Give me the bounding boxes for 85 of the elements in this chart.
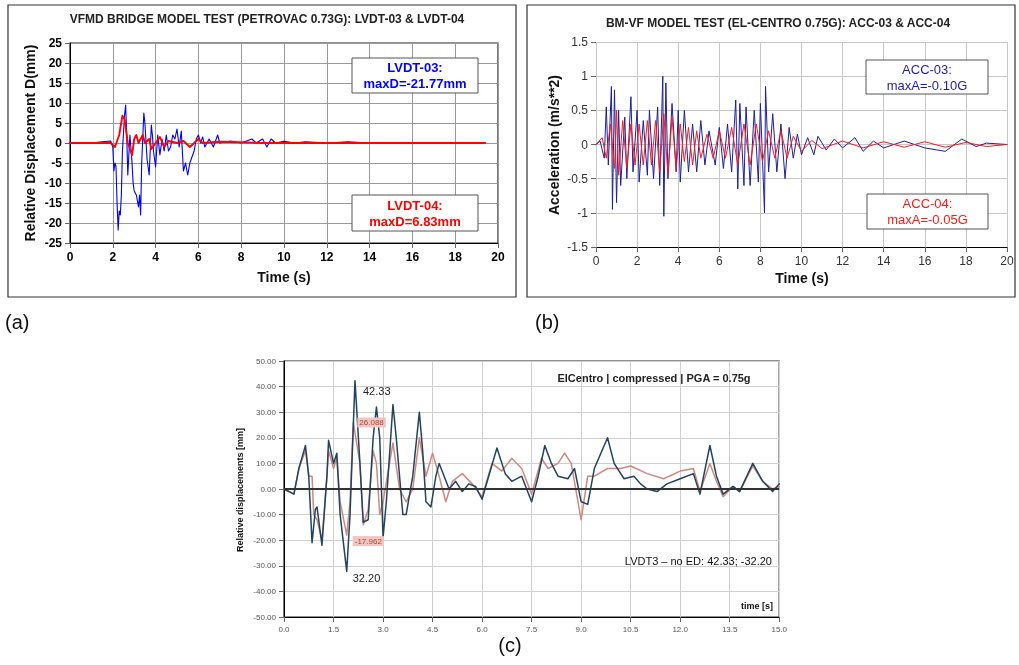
x-tick-label: 9.0 [575,624,588,634]
x-tick-label: 1.5 [327,624,340,634]
x-tick-label: 6.0 [476,624,489,634]
y-tick-label: 50.00 [255,356,277,366]
y-axis-title: Relative Displacement D(mm) [22,44,38,242]
text: (c) [498,634,522,656]
line-series [69,114,487,156]
x-tick-label: 2 [633,254,641,268]
line-series [595,109,1008,176]
y-tick-label: -20 [44,216,63,230]
chart-title: BM-VF MODEL TEST (EL-CENTRO 0.75G): ACC-03 & ACC-04 [605,16,951,30]
x-tick-label: 18 [448,250,463,264]
text: (b) [535,311,560,333]
x-tick-label: 4.5 [427,624,439,634]
x-tick-label: 4 [674,254,682,268]
x-tick-label: 14 [362,250,377,264]
annotation: LVDT-03: maxD=-21.77mm [363,60,467,91]
x-tick-label: 10.5 [622,624,639,634]
x-tick-label: 18 [959,254,973,268]
y-tick-label: -10 [44,176,63,190]
y-tick-label: 1.5 [571,35,589,49]
y-tick-label: 0 [581,137,589,152]
y-tick-label: -40.00 [253,586,277,596]
annotation: -17.962 [354,536,383,546]
x-tick-label: 10 [794,254,809,268]
x-tick-label: 0.0 [278,624,291,634]
y-axis-title: Relative displacements [mm] [235,427,245,553]
y-tick-label: 1 [581,69,589,84]
x-tick-label: 0 [66,250,74,264]
y-tick-label: -1.5 [567,240,589,254]
y-tick-label: -5 [51,156,63,170]
x-tick-label: 15.0 [771,624,788,634]
y-tick-label: 25 [48,36,63,50]
annotation: ACC-03: maxA=-0.10G [886,61,968,93]
annotation: 42.33 [362,384,391,397]
y-axis-title: Acceleration (m/s**2) [546,74,562,216]
y-tick-label: 10.00 [255,458,277,468]
y-tick-label: 5 [55,116,63,130]
x-tick-label: 6 [195,250,203,264]
y-tick-label: 40.00 [255,382,277,392]
text: ElCentro | compressed | PGA = 0.75g [557,371,751,384]
x-tick-label: 3.0 [377,624,390,634]
x-tick-label: 12 [320,250,334,264]
x-tick-label: 0 [592,254,600,268]
x-axis-title: Time (s) [257,269,311,285]
y-tick-label: -20.00 [253,535,277,545]
y-tick-label: 20 [48,56,63,70]
y-tick-label: -10.00 [253,510,277,520]
x-tick-label: 8 [237,250,245,264]
chart-title: VFMD BRIDGE MODEL TEST (PETROVAC 0.73G): LVDT-03 & LVDT-04 [69,12,465,26]
y-tick-label: -15 [44,196,63,210]
x-tick-label: 12 [835,254,850,268]
x-tick-label: 7.5 [526,624,538,634]
y-tick-label: 0.5 [571,103,589,118]
x-tick-label: 12.0 [672,624,689,634]
x-axis-title: Time (s) [775,270,829,286]
y-tick-label: 20.00 [255,433,277,443]
annotation: 26.088 [359,417,385,427]
y-tick-label: 0 [55,136,63,150]
x-tick-label: 16 [918,254,932,268]
y-tick-label: -25 [44,236,63,250]
x-tick-label: 13.5 [721,624,739,634]
x-tick-label: 20 [491,250,505,264]
x-tick-label: 6 [715,254,723,268]
annotation: LVDT-04: maxD=6.83mm [369,197,461,229]
x-tick-label: 16 [405,250,420,264]
x-axis-title: time [s] [740,601,773,611]
y-tick-label: 30.00 [255,407,277,417]
x-tick-label: 4 [152,250,160,264]
x-tick-label: 8 [757,254,765,268]
y-tick-label: -50.00 [253,612,277,622]
y-tick-label: 0.00 [260,484,277,494]
y-tick-label: -0.5 [567,171,589,186]
text: (a) [5,311,30,333]
annotation: 32.20 [352,572,381,585]
y-tick-label: -1 [577,205,589,220]
x-tick-label: 10 [277,250,291,264]
y-tick-label: -30.00 [253,561,277,571]
y-tick-label: 15 [48,76,63,90]
annotation: ACC-04: maxA=-0.05G [887,196,968,227]
x-tick-label: 14 [877,254,891,268]
annotation: LVDT3 – no ED: 42.33; -32.20 [624,555,772,567]
x-tick-label: 2 [109,250,117,264]
y-tick-label: 10 [48,96,63,110]
x-tick-label: 20 [1000,254,1014,268]
